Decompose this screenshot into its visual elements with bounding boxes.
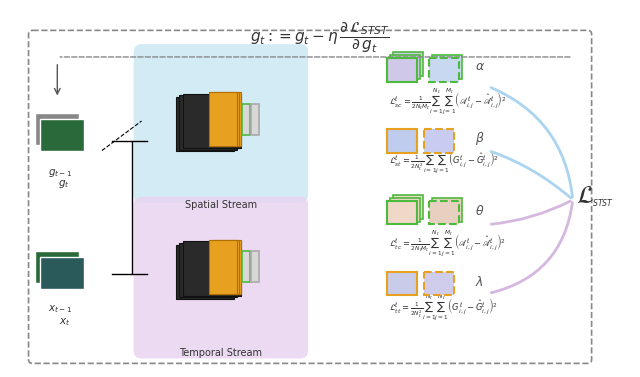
Text: $g_{t-1}$: $g_{t-1}$: [48, 167, 72, 179]
FancyBboxPatch shape: [390, 198, 420, 222]
Polygon shape: [209, 92, 237, 146]
Polygon shape: [182, 241, 241, 296]
FancyBboxPatch shape: [387, 129, 417, 153]
FancyBboxPatch shape: [429, 58, 459, 81]
Text: $_{STST}$: $_{STST}$: [591, 198, 614, 210]
Text: $\mathcal{L}_{sc}^{\ell} = \frac{1}{2N_\ell M_\ell}\sum_{i=1}^{N_\ell}\sum_{j=1}: $\mathcal{L}_{sc}^{\ell} = \frac{1}{2N_\…: [389, 86, 507, 116]
FancyBboxPatch shape: [432, 198, 461, 222]
FancyBboxPatch shape: [394, 195, 423, 219]
Text: $\mathcal{L}_{st}^{\ell} = \frac{1}{2N_\ell^2}\sum_{i=1}^{N_\ell}\sum_{j=1}^{N_\: $\mathcal{L}_{st}^{\ell} = \frac{1}{2N_\…: [389, 145, 499, 176]
Polygon shape: [179, 243, 237, 297]
FancyBboxPatch shape: [35, 251, 79, 283]
Text: $\theta$: $\theta$: [475, 204, 484, 218]
FancyBboxPatch shape: [134, 44, 308, 203]
Text: $x_{t-1}$: $x_{t-1}$: [48, 303, 72, 315]
FancyBboxPatch shape: [35, 113, 79, 145]
FancyBboxPatch shape: [387, 272, 417, 296]
Polygon shape: [179, 95, 237, 150]
FancyBboxPatch shape: [424, 129, 454, 153]
FancyBboxPatch shape: [429, 201, 459, 224]
FancyBboxPatch shape: [432, 55, 461, 79]
Text: $\mathcal{L}_{tc}^{\ell} = \frac{1}{2N_\ell M_\ell}\sum_{i=1}^{N_\ell}\sum_{j=1}: $\mathcal{L}_{tc}^{\ell} = \frac{1}{2N_\…: [389, 229, 506, 259]
Polygon shape: [213, 240, 241, 294]
FancyBboxPatch shape: [390, 55, 420, 79]
Text: Temporal Stream: Temporal Stream: [179, 348, 262, 358]
Text: $\alpha$: $\alpha$: [475, 60, 484, 73]
Text: $\beta$: $\beta$: [475, 130, 484, 147]
FancyBboxPatch shape: [40, 257, 84, 288]
FancyBboxPatch shape: [387, 58, 417, 81]
Polygon shape: [176, 245, 234, 299]
FancyBboxPatch shape: [387, 201, 417, 224]
FancyBboxPatch shape: [40, 119, 84, 150]
Polygon shape: [213, 92, 241, 146]
Text: Spatial Stream: Spatial Stream: [185, 200, 257, 210]
Text: $\lambda$: $\lambda$: [475, 274, 483, 289]
Text: $x_t$: $x_t$: [58, 316, 70, 328]
Polygon shape: [211, 92, 239, 146]
Polygon shape: [251, 251, 259, 282]
Polygon shape: [176, 97, 234, 151]
Polygon shape: [251, 104, 259, 135]
Polygon shape: [242, 251, 250, 282]
Polygon shape: [211, 240, 239, 294]
Text: $g_t := g_t - \eta\,\dfrac{\partial\,\mathcal{L}_{STST}}{\partial\, g_t}$: $g_t := g_t - \eta\,\dfrac{\partial\,\ma…: [250, 20, 390, 55]
FancyBboxPatch shape: [394, 52, 423, 76]
Polygon shape: [242, 104, 250, 135]
Polygon shape: [209, 240, 237, 294]
FancyBboxPatch shape: [424, 272, 454, 296]
Polygon shape: [182, 93, 241, 148]
Text: $g_t$: $g_t$: [58, 178, 70, 190]
FancyBboxPatch shape: [134, 197, 308, 359]
Text: $\mathcal{L}$: $\mathcal{L}$: [576, 184, 594, 208]
Text: $\mathcal{L}_{tt}^{\ell} = \frac{1}{2N_\ell^2}\sum_{i=1}^{N_\ell}\sum_{j=1}^{N_\: $\mathcal{L}_{tt}^{\ell} = \frac{1}{2N_\…: [389, 293, 499, 323]
